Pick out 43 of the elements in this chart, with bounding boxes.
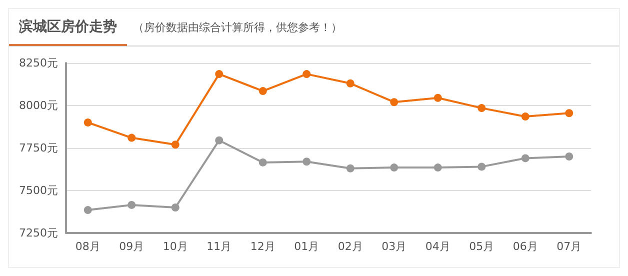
point bbox=[434, 164, 442, 172]
point bbox=[434, 94, 442, 102]
point bbox=[215, 136, 224, 144]
x-tick-label: 03月 bbox=[382, 240, 407, 253]
x-tick-label: 04月 bbox=[425, 240, 450, 253]
chart-title: 滨城区房价走势 bbox=[9, 8, 127, 46]
point bbox=[521, 112, 530, 121]
y-tick-label: 8250元 bbox=[19, 56, 58, 70]
y-tick-label: 8000元 bbox=[19, 99, 58, 112]
chart-subtitle: （房价数据由综合计算所得，供您参考！） bbox=[133, 20, 342, 34]
point bbox=[128, 200, 136, 209]
y-tick-label: 7250元 bbox=[19, 226, 58, 240]
point bbox=[215, 70, 224, 78]
x-tick-label: 01月 bbox=[294, 240, 320, 253]
x-tick-label: 06月 bbox=[512, 240, 538, 253]
x-tick-label: 09月 bbox=[119, 240, 144, 253]
point bbox=[128, 134, 136, 142]
y-tick-label: 7500元 bbox=[19, 184, 58, 197]
x-tick-label: 11月 bbox=[206, 240, 232, 253]
point bbox=[84, 118, 92, 126]
x-tick-label: 10月 bbox=[162, 240, 188, 253]
x-tick-label: 07月 bbox=[556, 240, 582, 253]
point bbox=[565, 109, 574, 118]
point bbox=[478, 162, 486, 171]
point bbox=[258, 87, 267, 96]
x-tick-label: 12月 bbox=[250, 240, 276, 253]
point bbox=[478, 104, 486, 112]
point bbox=[390, 98, 398, 106]
point bbox=[521, 154, 530, 162]
point bbox=[302, 70, 311, 78]
point bbox=[302, 158, 311, 166]
point bbox=[346, 79, 354, 88]
y-tick-label: 7750元 bbox=[19, 142, 58, 154]
point bbox=[171, 204, 180, 212]
x-tick-label: 05月 bbox=[469, 240, 494, 253]
point bbox=[565, 152, 574, 160]
point bbox=[258, 158, 267, 166]
point bbox=[84, 206, 92, 214]
point bbox=[390, 164, 398, 172]
point bbox=[171, 140, 180, 149]
x-tick-label: 02月 bbox=[338, 240, 363, 253]
x-tick-label: 08月 bbox=[75, 240, 100, 253]
point bbox=[346, 164, 354, 172]
